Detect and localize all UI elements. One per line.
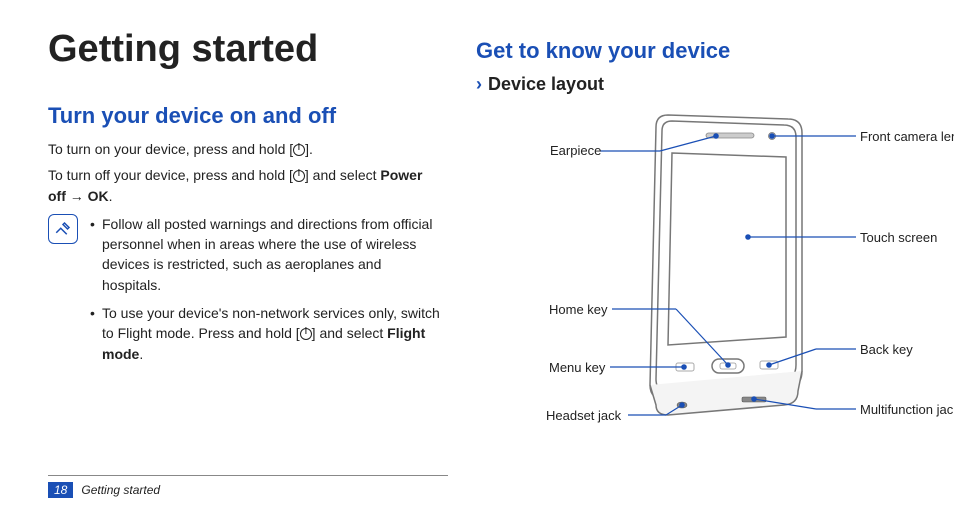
footer-section-name: Getting started <box>81 483 160 497</box>
body-text: To turn off your device, press and hold … <box>48 165 440 206</box>
note-box: Follow all posted warnings and direction… <box>48 214 440 372</box>
section-heading-get-to-know: Get to know your device <box>476 38 906 64</box>
label-home-key: Home key <box>549 302 608 317</box>
section-heading-turn-on-off: Turn your device on and off <box>48 103 440 129</box>
subsection-label: Device layout <box>488 74 604 95</box>
label-front-camera: Front camera lens <box>860 129 954 144</box>
label-back-key: Back key <box>860 342 913 357</box>
text-frag: To turn on your device, press and hold [ <box>48 141 293 157</box>
note-item: To use your device's non-network service… <box>102 303 440 364</box>
note-list: Follow all posted warnings and direction… <box>88 214 440 372</box>
label-earpiece: Earpiece <box>550 143 601 158</box>
power-icon <box>300 328 312 340</box>
note-icon <box>48 214 78 244</box>
text-frag: ] and select <box>305 167 377 183</box>
power-icon <box>293 170 305 182</box>
label-multifunction-jack: Multifunction jack <box>860 402 954 417</box>
chevron-icon: › <box>476 74 482 95</box>
text-frag: To turn off your device, press and hold … <box>48 167 293 183</box>
text-frag: . <box>139 346 143 362</box>
note-item: Follow all posted warnings and direction… <box>102 214 440 295</box>
label-headset-jack: Headset jack <box>546 408 621 423</box>
device-layout-diagram: Earpiece Front camera lens Touch screen … <box>516 109 906 439</box>
label-menu-key: Menu key <box>549 360 605 375</box>
device-svg <box>516 109 906 439</box>
body-text: To turn on your device, press and hold [… <box>48 139 440 159</box>
page-footer: 18 Getting started <box>48 475 448 498</box>
page-title: Getting started <box>48 28 440 71</box>
text-frag: ]. <box>305 141 313 157</box>
text-frag: . <box>109 188 113 204</box>
page-number: 18 <box>48 482 73 498</box>
subsection-heading: › Device layout <box>476 74 906 95</box>
text-frag: ] and select <box>312 325 388 341</box>
power-icon <box>293 144 305 156</box>
label-touch-screen: Touch screen <box>860 230 937 245</box>
